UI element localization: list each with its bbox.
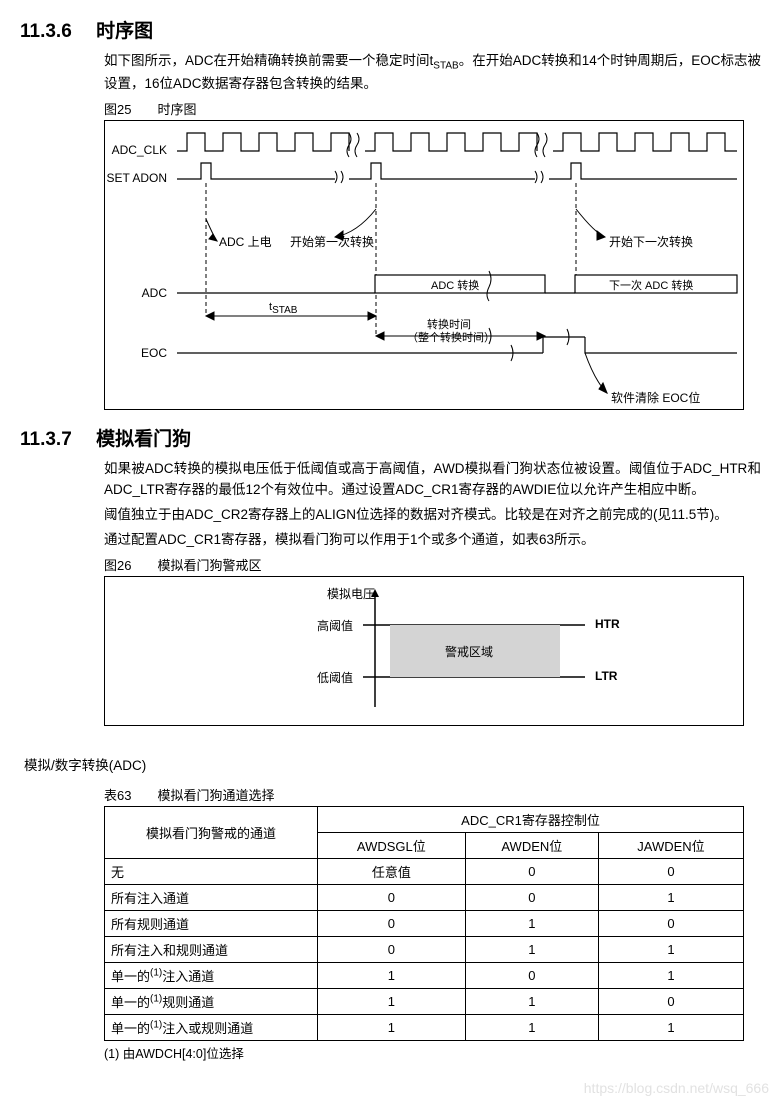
table-cell: 0 xyxy=(318,884,466,910)
table-cell: 0 xyxy=(598,988,743,1014)
table-cell: 1 xyxy=(598,936,743,962)
th-group: ADC_CR1寄存器控制位 xyxy=(318,806,744,832)
table63-caption: 表63 模拟看门狗通道选择 xyxy=(104,785,761,804)
label-high-threshold: 高阈值 xyxy=(317,617,353,634)
fig25-box: ADC_CLK SET ADON ADC EOC xyxy=(104,120,744,410)
label-guard-zone: 警戒区域 xyxy=(445,643,493,660)
label-adc-conv: ADC 转换 xyxy=(431,277,479,293)
th-awden: AWDEN位 xyxy=(465,832,598,858)
label-analog-voltage: 模拟电压 xyxy=(327,585,375,602)
fig26-box: 模拟电压 高阈值 低阈值 警戒区域 HTR LTR xyxy=(104,576,744,726)
th-awdsgl: AWDSGL位 xyxy=(318,832,466,858)
table-row: 单一的(1)注入通道101 xyxy=(105,962,744,988)
table-cell: 任意值 xyxy=(318,858,466,884)
fig26-caption: 图26 模拟看门狗警戒区 xyxy=(104,555,761,574)
label-soft-clear: 软件清除 EOC位 xyxy=(611,389,700,406)
section-title-2: 模拟看门狗 xyxy=(96,429,191,450)
table-cell: 1 xyxy=(318,962,466,988)
label-first-conv: 开始第一次转换 xyxy=(290,233,374,250)
table-cell: 0 xyxy=(598,910,743,936)
table-cell: 1 xyxy=(598,962,743,988)
table-cell: 0 xyxy=(465,884,598,910)
label-ltr: LTR xyxy=(595,669,617,683)
table-cell: 1 xyxy=(318,988,466,1014)
section-number: 11.3.6 xyxy=(20,21,72,42)
label-eoc: EOC xyxy=(105,346,167,360)
th-jawden: JAWDEN位 xyxy=(598,832,743,858)
table-cell: 1 xyxy=(465,910,598,936)
label-adc-poweron: ADC 上电 xyxy=(219,233,272,250)
sec2-paragraph-3: 通过配置ADC_CR1寄存器，模拟看门狗可以作用于1个或多个通道，如表63所示。 xyxy=(104,530,761,551)
section-11-3-7-heading: 11.3.7 模拟看门狗 xyxy=(20,424,761,451)
label-htr: HTR xyxy=(595,617,620,631)
label-tstab: tSTAB xyxy=(269,301,297,316)
table-cell: 0 xyxy=(465,962,598,988)
table-cell: 0 xyxy=(318,910,466,936)
label-set-adon: SET ADON xyxy=(105,171,167,185)
section-11-3-6-heading: 11.3.6 时序图 xyxy=(20,16,761,43)
table-cell: 所有注入和规则通道 xyxy=(105,936,318,962)
sec1-paragraph: 如下图所示，ADC在开始精确转换前需要一个稳定时间tSTAB。在开始ADC转换和… xyxy=(104,51,761,95)
table-cell: 1 xyxy=(465,988,598,1014)
label-conv-time-2: （整个转换时间） xyxy=(407,329,495,345)
table-cell: 单一的(1)规则通道 xyxy=(105,988,318,1014)
table-cell: 单一的(1)注入或规则通道 xyxy=(105,1014,318,1040)
th-channel: 模拟看门狗警戒的通道 xyxy=(105,806,318,858)
table-row: 无任意值00 xyxy=(105,858,744,884)
label-adc: ADC xyxy=(105,286,167,300)
table-cell: 0 xyxy=(318,936,466,962)
table63-footnote: (1) 由AWDCH[4:0]位选择 xyxy=(104,1043,761,1062)
table-63: 模拟看门狗警戒的通道 ADC_CR1寄存器控制位 AWDSGL位 AWDEN位 … xyxy=(104,806,744,1041)
table-cell: 1 xyxy=(465,1014,598,1040)
bottom-section-label: 模拟/数字转换(ADC) xyxy=(24,756,761,777)
table-cell: 0 xyxy=(598,858,743,884)
fig26-svg xyxy=(105,577,743,725)
section-title: 时序图 xyxy=(96,21,153,42)
table-cell: 1 xyxy=(318,1014,466,1040)
watermark: https://blog.csdn.net/wsq_666 xyxy=(584,1080,769,1096)
sec2-paragraph-2: 阈值独立于由ADC_CR2寄存器上的ALIGN位选择的数据对齐模式。比较是在对齐… xyxy=(104,505,761,526)
label-next-conv: 开始下一次转换 xyxy=(609,233,693,250)
fig25-caption: 图25 时序图 xyxy=(104,99,761,118)
table-cell: 1 xyxy=(598,884,743,910)
table-cell: 单一的(1)注入通道 xyxy=(105,962,318,988)
table-row: 所有规则通道010 xyxy=(105,910,744,936)
table-cell: 1 xyxy=(598,1014,743,1040)
label-low-threshold: 低阈值 xyxy=(317,669,353,686)
table-row: 所有注入和规则通道011 xyxy=(105,936,744,962)
label-adc-clk: ADC_CLK xyxy=(105,143,167,157)
table-cell: 1 xyxy=(465,936,598,962)
table-cell: 所有规则通道 xyxy=(105,910,318,936)
table-cell: 0 xyxy=(465,858,598,884)
table-row: 所有注入通道001 xyxy=(105,884,744,910)
table-cell: 无 xyxy=(105,858,318,884)
table-row: 单一的(1)规则通道110 xyxy=(105,988,744,1014)
label-next-adc-conv: 下一次 ADC 转换 xyxy=(609,277,693,293)
fig25-svg xyxy=(105,121,743,409)
sec2-paragraph-1: 如果被ADC转换的模拟电压低于低阈值或高于高阈值，AWD模拟看门狗状态位被设置。… xyxy=(104,459,761,501)
section-number-2: 11.3.7 xyxy=(20,429,72,450)
table-cell: 所有注入通道 xyxy=(105,884,318,910)
table-row: 单一的(1)注入或规则通道111 xyxy=(105,1014,744,1040)
